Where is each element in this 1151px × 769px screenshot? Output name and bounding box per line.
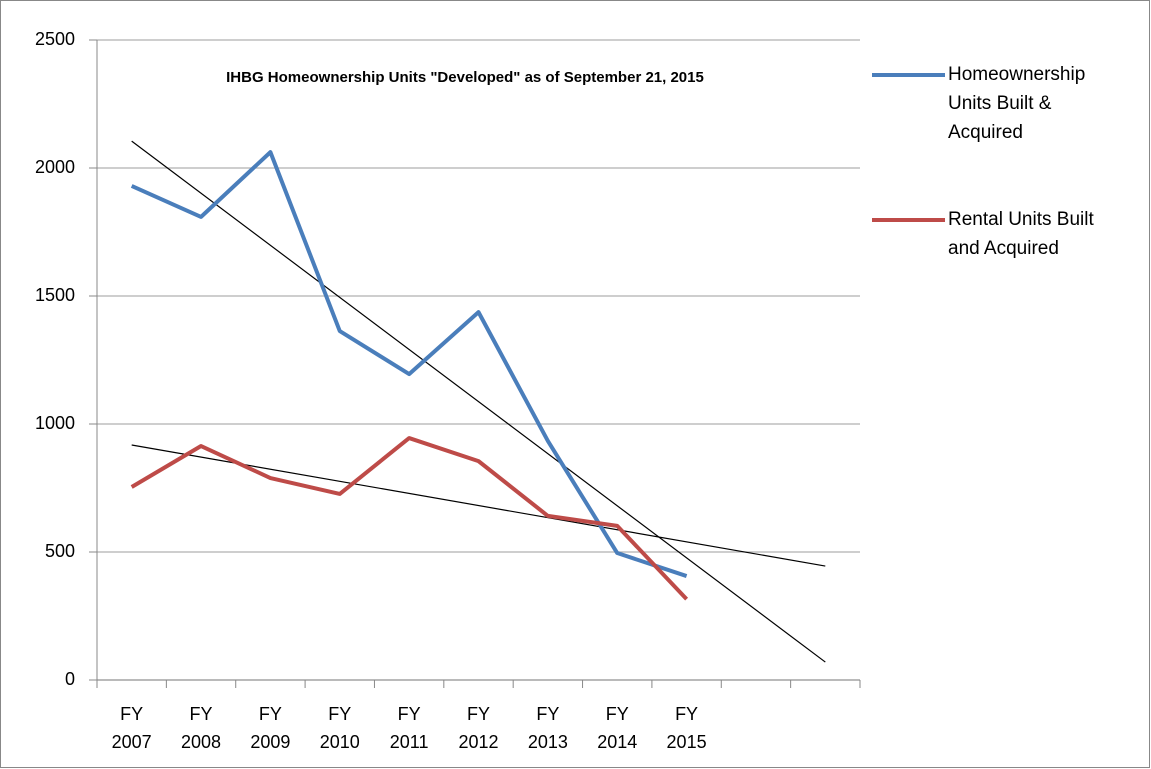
y-tick-label: 1500 xyxy=(35,285,75,305)
data-line xyxy=(130,436,689,601)
x-tick-label: FY 2014 xyxy=(597,704,638,752)
y-tick-label: 2000 xyxy=(35,157,75,177)
chart-title: IHBG Homeownership Units "Developed" as … xyxy=(226,69,704,86)
y-tick-label: 500 xyxy=(45,541,75,561)
x-tick-label: FY 2011 xyxy=(389,704,429,752)
y-tick-label: 0 xyxy=(65,669,75,689)
x-tick-label: FY 2013 xyxy=(527,704,568,752)
x-tick-label: FY 2012 xyxy=(458,704,499,752)
x-tick-label: FY 2008 xyxy=(181,704,222,752)
y-tick-label: 2500 xyxy=(35,29,75,49)
x-tick-label: FY 2015 xyxy=(666,704,707,752)
x-tick-label: FY 2010 xyxy=(319,704,360,752)
data-line xyxy=(130,150,688,578)
legend-label: Rental Units Built and Acquired xyxy=(948,209,1094,259)
legend-label: Homeownership Units Built & Acquired xyxy=(948,64,1086,143)
x-tick-label: FY 2009 xyxy=(250,704,291,752)
trend-line xyxy=(131,140,826,663)
x-tick-label: FY 2007 xyxy=(111,704,152,752)
y-tick-label: 1000 xyxy=(35,413,75,433)
